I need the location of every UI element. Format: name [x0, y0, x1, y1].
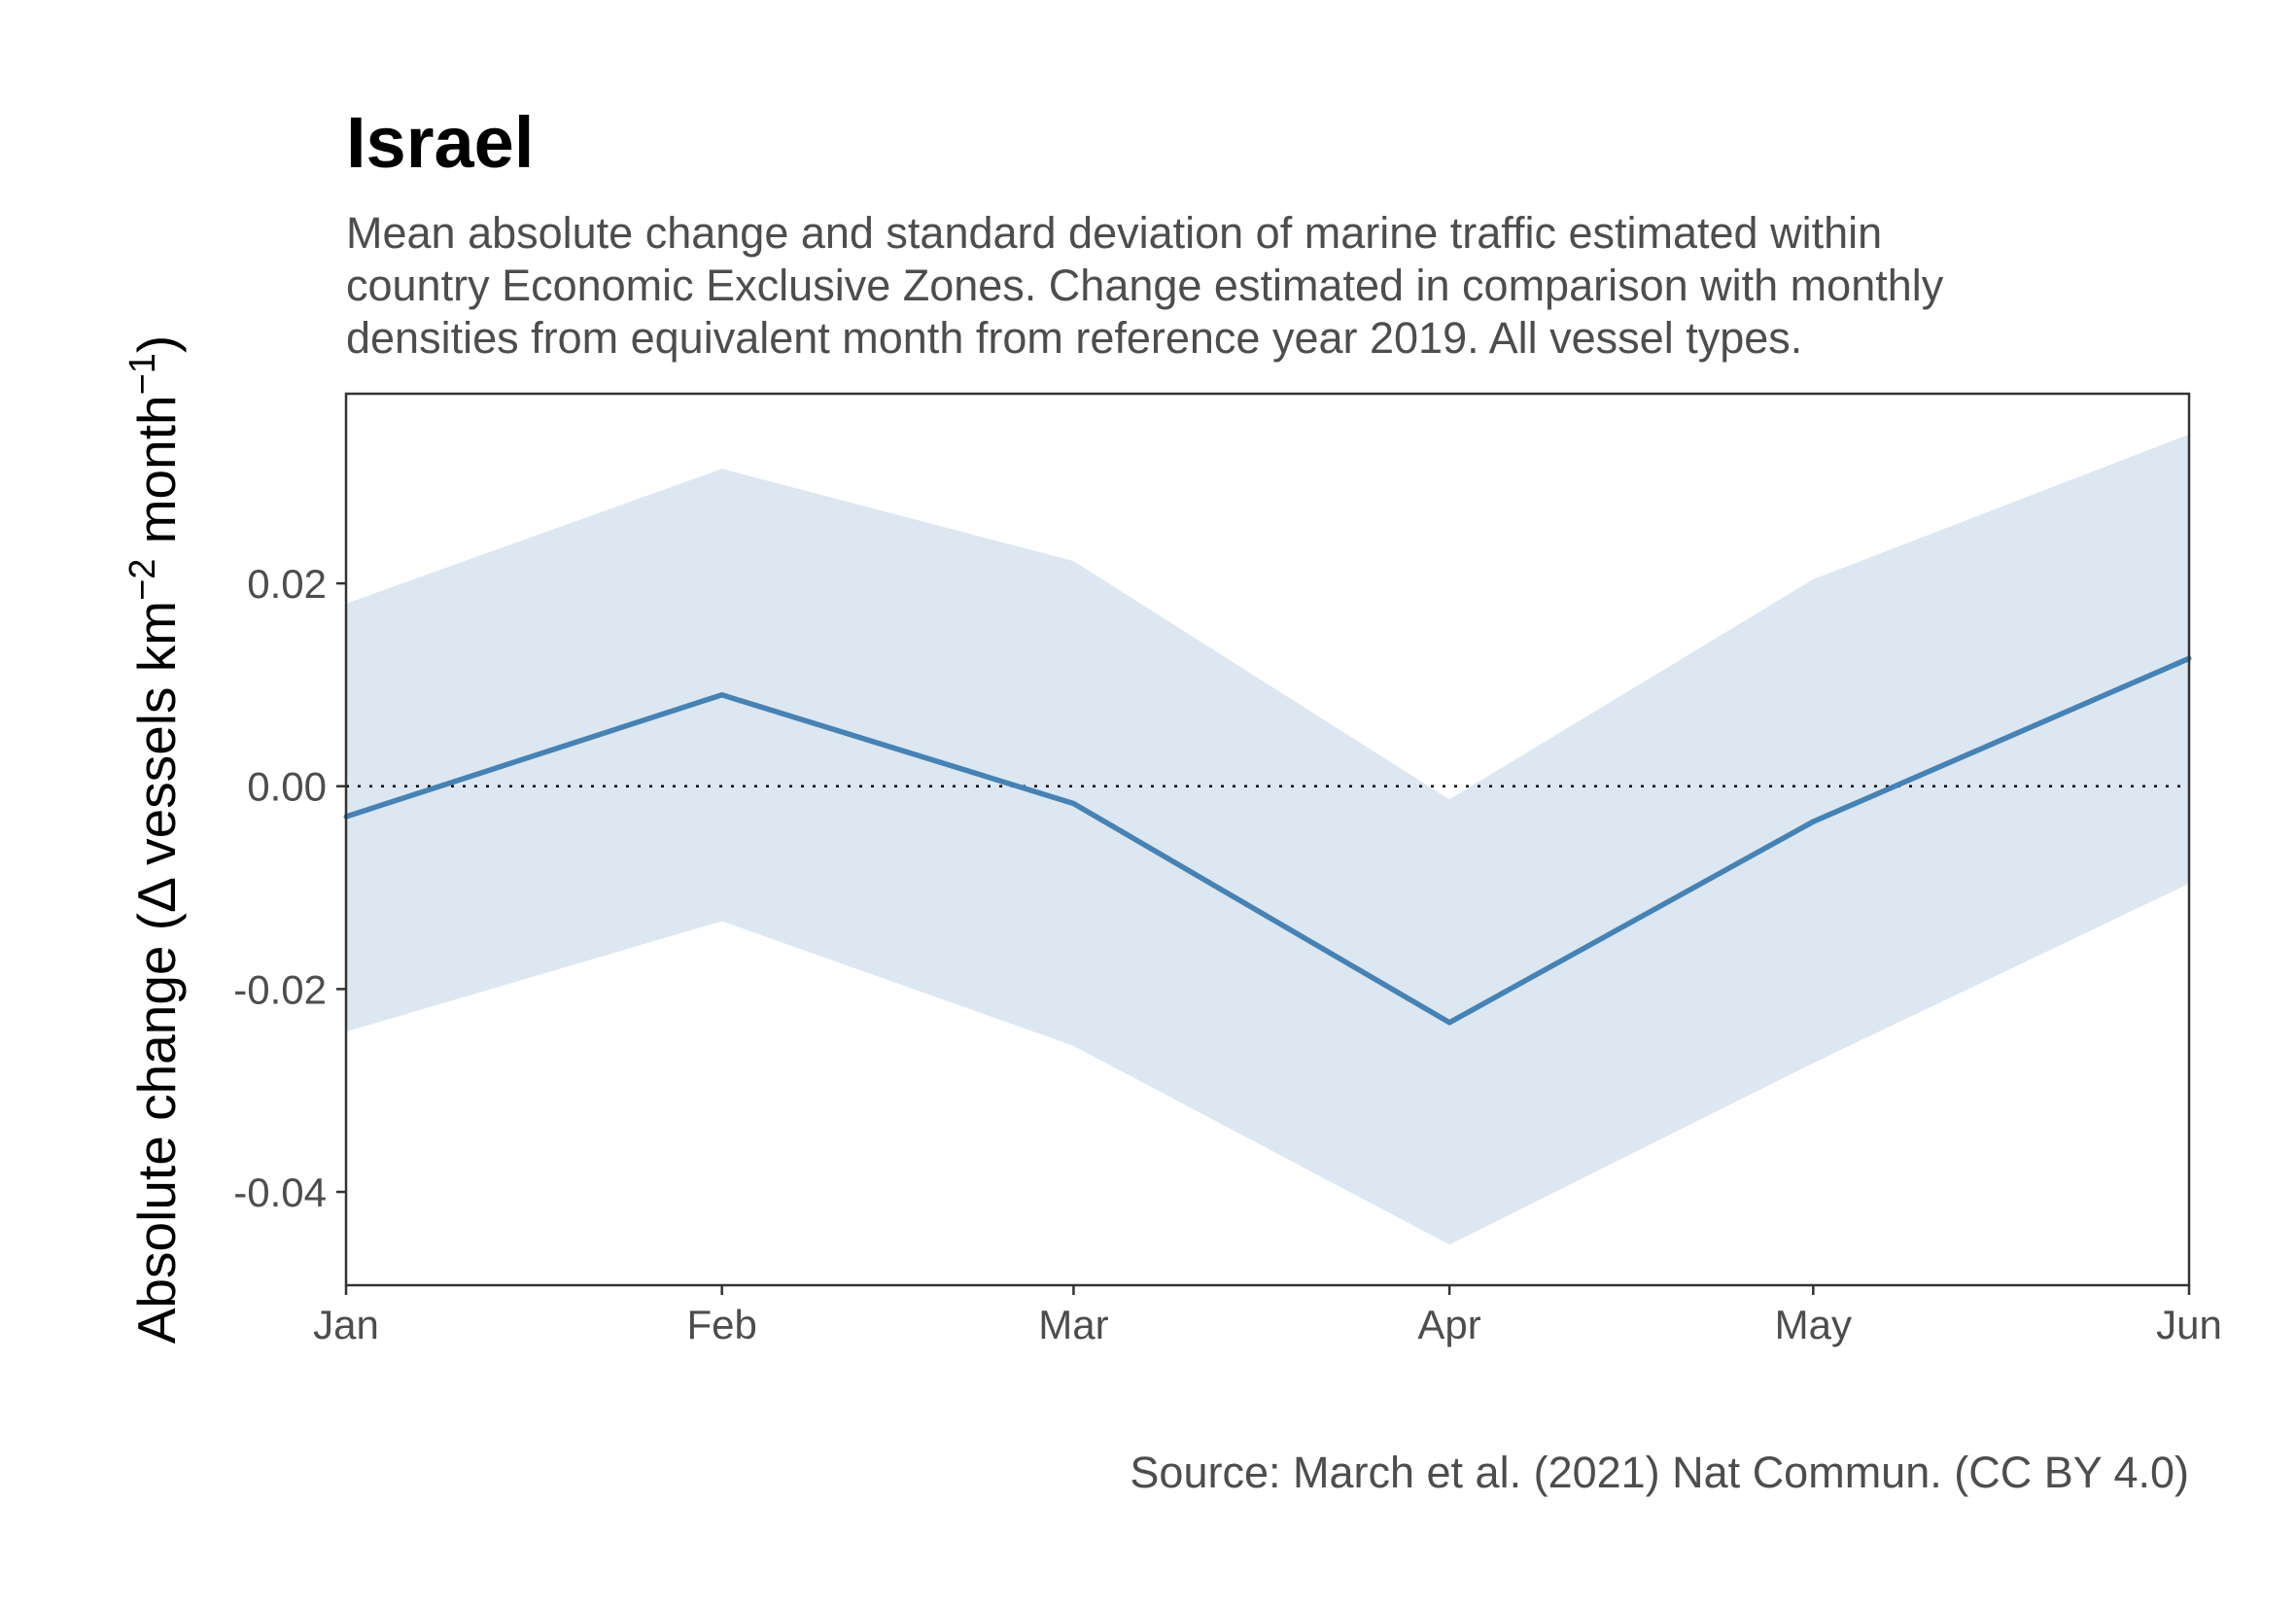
chart-subtitle: Mean absolute change and standard deviat… — [346, 208, 1944, 363]
mean-point-mar — [1070, 800, 1076, 806]
chart-caption: Source: March et al. (2021) Nat Commun. … — [1130, 1448, 2189, 1497]
subtitle-line-2: country Economic Exclusive Zones. Change… — [346, 261, 1944, 310]
y-tick-label: 0.02 — [247, 561, 327, 607]
sd-band — [346, 434, 2189, 1245]
y-axis-title-delta: Δ — [126, 878, 187, 913]
mean-point-may — [1810, 819, 1816, 824]
y-axis-title: Absolute change (Δ vessels km−2 month−1) — [122, 335, 187, 1345]
y-tick-label: 0.00 — [247, 764, 327, 810]
x-axis: Jan Feb Mar Apr May Jun — [313, 1285, 2222, 1347]
mean-line — [345, 655, 2191, 1026]
subtitle-line-3: densities from equivalent month from ref… — [346, 313, 1802, 363]
x-tick-label: Mar — [1038, 1302, 1108, 1347]
mean-point-apr — [1446, 1020, 1452, 1026]
y-tick-label: -0.02 — [233, 966, 327, 1012]
x-tick-label: May — [1775, 1302, 1852, 1347]
y-axis-title-text2: month — [126, 395, 187, 558]
x-tick-label: Jan — [313, 1302, 379, 1347]
y-tick-label: -0.04 — [233, 1170, 327, 1215]
y-axis-title-prefix: Absolute change ( — [126, 913, 187, 1344]
y-axis-title-sup2: −1 — [122, 353, 163, 395]
y-axis: -0.04 -0.02 0.00 0.02 — [233, 561, 346, 1215]
subtitle-line-1: Mean absolute change and standard deviat… — [346, 208, 1882, 258]
x-tick-label: Apr — [1417, 1302, 1480, 1347]
chart-title: Israel — [346, 102, 534, 183]
y-axis-title-sup1: −2 — [122, 559, 163, 601]
y-axis-title-suffix: ) — [126, 335, 187, 353]
mean-point-feb — [719, 692, 725, 698]
x-tick-label: Jun — [2156, 1302, 2222, 1347]
plot-area — [343, 392, 2192, 1287]
y-axis-title-text1: vessels km — [126, 601, 187, 880]
x-tick-label: Feb — [686, 1302, 756, 1347]
plot-frame — [344, 392, 2191, 1287]
